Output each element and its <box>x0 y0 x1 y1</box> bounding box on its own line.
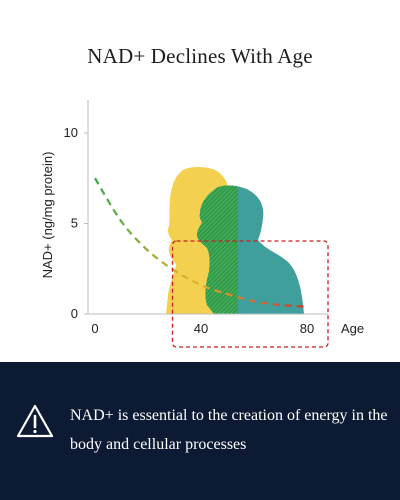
footer-message: NAD+ is essential to the creation of ene… <box>70 407 388 453</box>
y-axis-label: NAD+ (ng/mg protein) <box>40 152 55 279</box>
x-tick-label: 0 <box>91 321 98 336</box>
chart-title: NAD+ Declines With Age <box>87 44 313 68</box>
x-tick-label: 40 <box>194 321 208 336</box>
nad-decline-line <box>94 177 308 308</box>
y-tick-label: 10 <box>64 125 78 140</box>
y-tick-label: 5 <box>71 216 78 231</box>
x-axis-label: Age <box>341 321 364 336</box>
x-tick-label: 80 <box>300 321 314 336</box>
y-tick-label: 0 <box>71 306 78 321</box>
warning-triangle-icon <box>16 404 54 438</box>
nad-chart: 0 5 10 0 40 80 NAD+ (ng/mg protein) Age <box>40 100 364 348</box>
highlight-box <box>171 240 329 348</box>
footer-banner: NAD+ is essential to the creation of ene… <box>0 362 400 500</box>
